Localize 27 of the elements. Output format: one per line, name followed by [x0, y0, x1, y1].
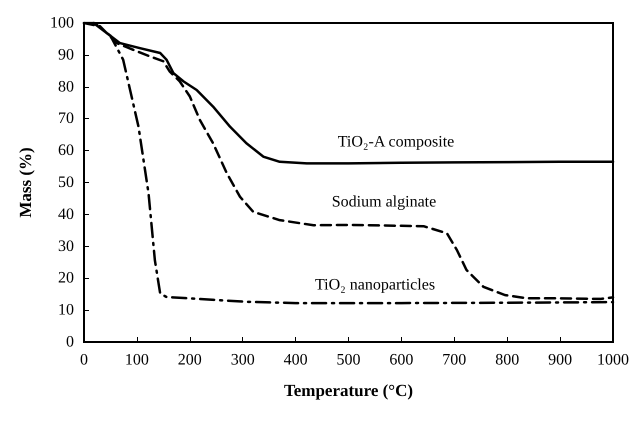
x-tick-label: 200	[178, 352, 202, 368]
y-tick-label: 90	[58, 46, 74, 64]
y-tick-label: 70	[58, 110, 74, 128]
x-tick-label: 900	[548, 352, 572, 368]
series-label: Sodium alginate	[332, 194, 436, 210]
y-tick-label: 10	[58, 302, 74, 319]
y-tick-label: 20	[58, 270, 74, 287]
x-tick-label: 1000	[597, 352, 629, 368]
x-axis-title: Temperature (°C)	[284, 381, 414, 400]
x-tick-label: 300	[230, 352, 255, 368]
series-label: TiO₂-A composite	[338, 134, 454, 150]
y-tick-label: 50	[58, 174, 74, 191]
y-tick-label: 80	[58, 78, 74, 96]
x-tick-label: 0	[80, 352, 88, 368]
x-tick-label: 500	[336, 352, 360, 368]
y-axis-title: Mass (%)	[16, 147, 35, 218]
y-tick-label: 40	[58, 206, 74, 223]
x-tick-label: 700	[442, 352, 466, 368]
x-tick-label: 400	[284, 352, 308, 368]
y-tick-label: 100	[50, 14, 74, 32]
y-tick-label: 0	[66, 334, 74, 350]
y-tick-label: 30	[58, 238, 74, 255]
x-tick-label: 800	[495, 352, 520, 368]
x-tick-label: 100	[124, 352, 149, 368]
y-tick-label: 60	[58, 142, 74, 160]
series-label: TiO₂ nanoparticles	[314, 276, 436, 294]
x-tick-label: 600	[389, 352, 414, 368]
